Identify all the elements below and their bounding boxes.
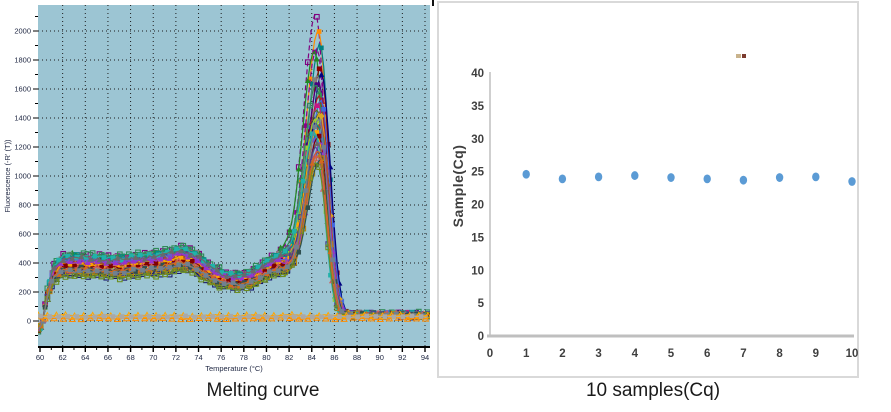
cq-data-points: [522, 169, 856, 186]
melting-x-tick-label: 74: [194, 353, 202, 362]
melting-x-tick-label: 66: [104, 353, 112, 362]
melting-x-tick-label: 80: [262, 353, 270, 362]
melting-traces: [38, 13, 430, 335]
cq-x-tick-label: 10: [846, 348, 859, 360]
cq-y-tick-label: 0: [478, 331, 484, 343]
cq-data-point: [739, 175, 748, 185]
melting-y-tick-label: 400: [18, 259, 31, 268]
cq-x-tick-label: 4: [632, 348, 639, 360]
cq-y-tick-label: 35: [471, 101, 484, 113]
melting-x-tick-label: 94: [421, 353, 429, 362]
melting-x-tick-label: 76: [217, 353, 225, 362]
cq-axis-labels: 0 5 10 15 20 25 30 35 40 0 1 2 3 4 5 6 7 8 9 10 Sample(Cq): [450, 68, 858, 360]
melting-x-tick-label: 60: [36, 353, 44, 362]
melting-x-tick-label: 62: [58, 353, 66, 362]
melting-y-tick-label: 200: [18, 288, 31, 297]
cq-x-tick-label: 3: [595, 348, 601, 360]
melting-y-axis-title: Fluorescence (-R' (T)): [3, 139, 12, 213]
cq-x-tick-label: 8: [776, 348, 783, 360]
melting-axes: [33, 16, 430, 352]
melting-x-tick-label: 78: [240, 353, 248, 362]
cq-data-point: [812, 172, 820, 182]
legend-artifact-dot: [736, 54, 741, 58]
melting-x-tick-label: 88: [353, 353, 361, 362]
melting-y-tick-label: 1400: [14, 114, 31, 123]
cq-y-tick-label: 10: [471, 265, 484, 277]
cq-y-tick-label: 30: [471, 134, 484, 146]
melting-y-tick-label: 2000: [14, 27, 31, 36]
legend-artifact-dot: [742, 54, 746, 58]
cq-chart-panel: [437, 1, 859, 378]
cq-chart-caption: 10 samples(Cq): [585, 380, 721, 401]
melting-y-tick-label: 1200: [14, 143, 31, 152]
cq-x-tick-label: 2: [559, 348, 565, 360]
cq-data-point: [703, 174, 711, 184]
cq-x-tick-label: 9: [813, 348, 819, 360]
cq-y-tick-label: 25: [471, 167, 484, 179]
melting-y-tick-label: 0: [27, 317, 31, 326]
melting-x-tick-label: 84: [308, 353, 316, 362]
screen-artifact-tick: [432, 0, 434, 6]
melting-axis-labels: 60 62 64 66 68 70 72 74 76 78 80 82 84 86 88 90 92 94 0 200…: [3, 27, 429, 374]
cq-axes: [487, 72, 854, 338]
cq-data-point: [594, 172, 603, 182]
cq-y-axis-title: Sample(Cq): [450, 145, 466, 228]
cq-x-tick-label: 1: [523, 348, 530, 360]
melting-x-tick-label: 86: [330, 353, 338, 362]
cq-x-tick-label: 5: [668, 348, 675, 360]
cq-x-tick-label: 7: [740, 348, 746, 360]
melting-x-tick-label: 64: [81, 353, 89, 362]
melting-y-tick-label: 600: [18, 230, 31, 239]
melting-y-tick-label: 1000: [14, 172, 31, 181]
cq-data-point: [775, 173, 784, 182]
melting-x-axis-title: Temperature (°C): [205, 364, 263, 373]
cq-data-point: [667, 173, 675, 182]
melting-y-tick-label: 1600: [14, 85, 31, 94]
cq-y-tick-label: 15: [471, 232, 484, 244]
melting-x-tick-label: 72: [172, 353, 180, 362]
melting-x-tick-label: 68: [126, 353, 134, 362]
cq-x-tick-label: 6: [704, 348, 710, 360]
melting-x-tick-label: 82: [285, 353, 293, 362]
cq-y-tick-label: 5: [478, 298, 485, 310]
melting-x-tick-label: 92: [398, 353, 406, 362]
melting-x-tick-label: 90: [376, 353, 384, 362]
cq-y-tick-label: 40: [471, 68, 484, 80]
melting-y-tick-label: 1800: [14, 56, 31, 65]
cq-data-point: [558, 174, 567, 184]
cq-x-tick-label: 0: [487, 348, 493, 360]
cq-data-point: [848, 177, 856, 186]
cq-y-tick-label: 20: [471, 200, 484, 212]
melting-gridlines: [38, 5, 430, 347]
melting-curve-caption: Melting curve: [206, 380, 320, 401]
cq-data-point: [631, 171, 639, 180]
cq-data-point: [522, 169, 530, 179]
melting-x-tick-label: 70: [149, 353, 157, 362]
melting-y-tick-label: 800: [18, 201, 31, 210]
